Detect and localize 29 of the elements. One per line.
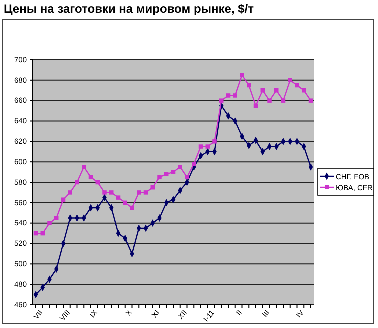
point bbox=[144, 190, 148, 195]
point bbox=[110, 190, 114, 195]
point bbox=[116, 196, 121, 200]
point bbox=[130, 206, 134, 210]
point bbox=[308, 98, 314, 103]
point bbox=[137, 190, 142, 195]
point bbox=[82, 165, 86, 170]
chart-title: Цены на заготовки на мировом рынке, $/т bbox=[4, 2, 254, 16]
point bbox=[48, 221, 52, 226]
point bbox=[54, 216, 59, 220]
point bbox=[102, 190, 107, 195]
point bbox=[61, 198, 66, 202]
point bbox=[226, 94, 231, 98]
point bbox=[268, 98, 272, 103]
point bbox=[185, 175, 190, 180]
point bbox=[158, 175, 162, 180]
point bbox=[281, 98, 286, 103]
point bbox=[198, 144, 204, 149]
point bbox=[295, 83, 300, 88]
point bbox=[75, 180, 80, 185]
point bbox=[164, 172, 169, 176]
point bbox=[220, 98, 224, 103]
point bbox=[233, 94, 238, 98]
point bbox=[240, 73, 244, 78]
point bbox=[178, 165, 182, 170]
point bbox=[171, 170, 176, 174]
point bbox=[212, 140, 217, 144]
point bbox=[206, 144, 210, 149]
point bbox=[68, 190, 72, 195]
